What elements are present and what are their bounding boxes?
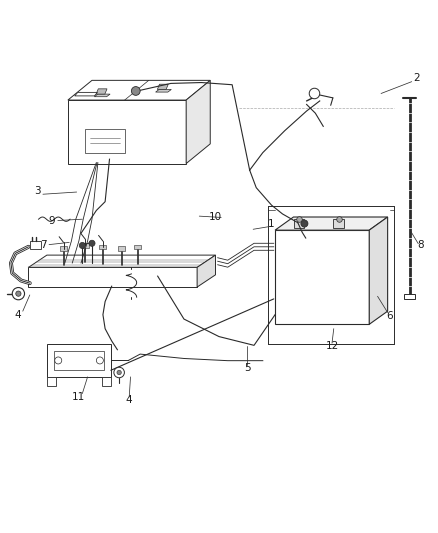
Circle shape (114, 367, 124, 378)
Polygon shape (28, 268, 197, 287)
Circle shape (78, 262, 85, 269)
Polygon shape (74, 92, 97, 96)
Circle shape (55, 357, 62, 364)
Text: 9: 9 (48, 215, 55, 225)
Polygon shape (275, 217, 388, 230)
Circle shape (97, 262, 104, 269)
Bar (333, 219, 344, 228)
Circle shape (79, 243, 85, 248)
Text: 2: 2 (413, 73, 420, 83)
Circle shape (16, 291, 21, 296)
Text: 12: 12 (325, 341, 339, 351)
Bar (85, 128, 125, 152)
Bar (30, 241, 41, 249)
Circle shape (301, 220, 308, 227)
Bar (99, 245, 106, 249)
Polygon shape (157, 84, 168, 90)
Polygon shape (197, 255, 215, 287)
Polygon shape (275, 230, 369, 324)
Circle shape (131, 86, 140, 95)
Polygon shape (369, 217, 388, 324)
Circle shape (176, 262, 183, 269)
Polygon shape (28, 255, 215, 268)
Polygon shape (94, 94, 110, 96)
Bar (60, 246, 67, 251)
Text: 1: 1 (268, 219, 275, 229)
Bar (118, 246, 125, 251)
Circle shape (89, 240, 95, 246)
Polygon shape (102, 377, 111, 386)
Circle shape (96, 357, 103, 364)
Bar (82, 243, 89, 248)
Polygon shape (186, 80, 210, 164)
Circle shape (301, 221, 307, 227)
Polygon shape (68, 80, 210, 100)
Bar (404, 294, 415, 300)
Text: 3: 3 (34, 186, 41, 196)
Polygon shape (96, 89, 107, 94)
Bar (134, 245, 141, 249)
Polygon shape (47, 344, 111, 377)
Text: 7: 7 (39, 240, 46, 251)
Circle shape (117, 370, 121, 375)
Text: 5: 5 (244, 363, 251, 373)
Circle shape (137, 262, 144, 269)
Text: 4: 4 (126, 395, 133, 405)
Polygon shape (47, 377, 56, 386)
Bar (54, 351, 104, 370)
Bar (294, 219, 304, 228)
Polygon shape (68, 100, 186, 164)
Circle shape (156, 262, 163, 269)
Text: 8: 8 (417, 240, 424, 251)
Circle shape (38, 262, 45, 269)
Circle shape (58, 262, 65, 269)
Polygon shape (155, 90, 171, 92)
Circle shape (12, 287, 25, 300)
Text: 11: 11 (71, 392, 85, 402)
Text: 10: 10 (209, 213, 222, 222)
Circle shape (309, 88, 320, 99)
Text: 6: 6 (386, 311, 393, 320)
Text: 4: 4 (14, 310, 21, 320)
Circle shape (117, 262, 124, 269)
